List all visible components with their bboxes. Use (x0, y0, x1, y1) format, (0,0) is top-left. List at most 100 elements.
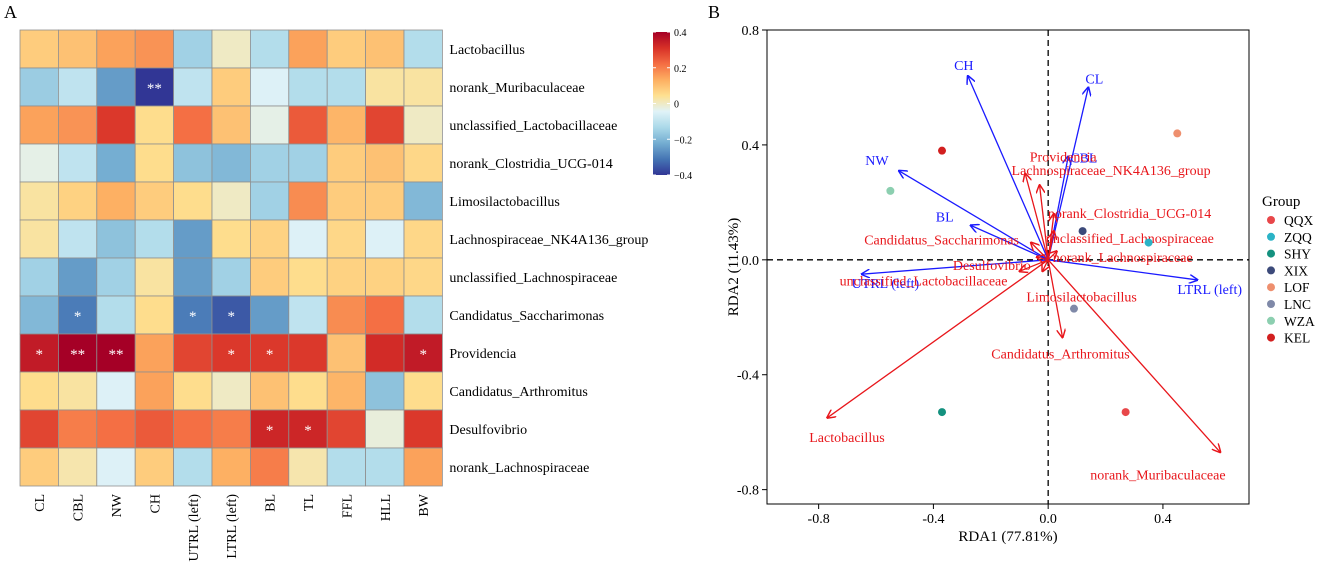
species-arrow-lactobacillus (827, 259, 1049, 418)
heatmap-cell-candidatus-arthromitus-ch (134, 371, 174, 411)
row-label-norank-lachnospiraceae: norank_Lachnospiraceae (449, 461, 589, 476)
env-arrow-utrl-left (862, 259, 1049, 274)
heatmap-cell-candidatus-saccharimonas-cbl (58, 295, 98, 335)
species-label-norank-lachnospiraceae: norank_Lachnospiraceae (1053, 251, 1193, 266)
zero-reference-lines (767, 30, 1249, 504)
heatmap-cell-norank-clostridia-ucg-014-nw (96, 143, 136, 183)
heatmap-cell-candidatus-saccharimonas-hll (365, 295, 405, 335)
legend-key-lof (1267, 283, 1275, 292)
species-label-lactobacillus: Lactobacillus (809, 431, 884, 446)
species-label-desulfovibrio: Desulfovibrio (953, 259, 1031, 274)
env-label-utrl-left: UTRL (left) (852, 277, 920, 292)
y-tick-label: 0.4 (742, 139, 760, 154)
heatmap-cell-desulfovibrio-bw (403, 409, 443, 449)
heatmap-cell-desulfovibrio-ch (134, 409, 174, 449)
group-point-qqx (1121, 408, 1130, 417)
heatmap-cell-unclassified-lachnospiraceae-cl (19, 257, 59, 297)
heatmap-cell-candidatus-saccharimonas-utrl-left (173, 295, 213, 335)
heatmap-cell-norank-clostridia-ucg-014-ch (134, 143, 174, 183)
heatmap: *** * ** ** ** * * ** * Lactobacillusnorank_Muri… (19, 29, 648, 562)
significance-mark: * (189, 309, 197, 325)
color-scale-bar: 0.4 0.2 0 −0.2 −0.4 (653, 28, 692, 182)
heatmap-cell-desulfovibrio-nw (96, 409, 136, 449)
species-arrow-desulfovibrio (1037, 257, 1049, 260)
heatmap-cell-providencia-cbl (58, 333, 98, 373)
panel-label-b: B (708, 2, 720, 22)
heatmap-cell-limosilactobacillus-cbl (58, 181, 98, 221)
y-tick-label: -0.4 (737, 369, 759, 384)
row-label-lachnospiraceae-nk4a136-group: Lachnospiraceae_NK4A136_group (449, 233, 648, 248)
heatmap-cell-norank-lachnospiraceae-utrl-left (173, 447, 213, 487)
heatmap-cell-norank-lachnospiraceae-tl (288, 447, 328, 487)
species-arrows: ProvidenciaLachnospiraceae_NK4A136_group… (809, 151, 1225, 484)
heatmap-cell-limosilactobacillus-cl (19, 181, 59, 221)
color-scale-tick-label: −0.2 (674, 135, 692, 146)
heatmap-cell-candidatus-saccharimonas-ffl (326, 295, 367, 335)
heatmap-cell-norank-lachnospiraceae-ltrl-left (211, 447, 251, 487)
heatmap-cell-lachnospiraceae-nk4a136-group-tl (288, 219, 328, 259)
heatmap-cell-candidatus-saccharimonas-bl (249, 295, 290, 335)
color-scale-tick-label: 0 (674, 100, 679, 111)
legend-label-lnc: LNC (1284, 297, 1311, 312)
heatmap-cell-norank-clostridia-ucg-014-ltrl-left (211, 143, 251, 183)
y-axis-label: RDA2 (11.43%) (726, 218, 742, 317)
significance-mark: ** (70, 347, 85, 363)
heatmap-cell-norank-clostridia-ucg-014-cbl (58, 143, 98, 183)
heatmap-cell-unclassified-lachnospiraceae-utrl-left (173, 257, 213, 297)
group-point-xix (1078, 227, 1087, 236)
heatmap-cell-providencia-ch (134, 333, 174, 373)
heatmap-cell-unclassified-lactobacillaceae-nw (96, 105, 136, 145)
heatmap-cell-limosilactobacillus-utrl-left (173, 181, 213, 221)
heatmap-cell-norank-clostridia-ucg-014-utrl-left (173, 143, 213, 183)
significance-mark: ** (147, 81, 162, 97)
heatmap-cell-norank-clostridia-ucg-014-ffl (326, 143, 367, 183)
x-tick-label: -0.4 (922, 512, 944, 527)
legend-label-zqq: ZQQ (1284, 230, 1312, 245)
row-label-providencia: Providencia (449, 347, 517, 362)
legend-label-wza: WZA (1284, 314, 1315, 329)
heatmap-cell-limosilactobacillus-ffl (326, 181, 367, 221)
species-label-candidatus-arthromitus: Candidatus_Arthromitus (991, 347, 1129, 362)
column-label-ffl: FFL (340, 494, 355, 518)
heatmap-cell-lactobacillus-ch (134, 29, 174, 69)
species-label-unclassified-lactobacillaceae: unclassified_Lactobacillaceae (840, 274, 1008, 289)
significance-mark: * (266, 347, 274, 363)
species-label-lachnospiraceae-nk4a136-group: Lachnospiraceae_NK4A136_group (1012, 164, 1211, 179)
color-scale-gradient (653, 32, 670, 175)
heatmap-cell-norank-muribaculaceae-ltrl-left (211, 67, 251, 107)
group-point-zqq (1144, 238, 1153, 247)
column-label-ltrl-left: LTRL (left) (225, 494, 240, 559)
heatmap-cell-norank-lachnospiraceae-hll (365, 447, 405, 487)
y-tick-label: 0.8 (742, 24, 760, 39)
heatmap-cell-candidatus-arthromitus-cbl (58, 371, 98, 411)
heatmap-cell-lactobacillus-nw (96, 29, 136, 69)
heatmap-cell-candidatus-saccharimonas-nw (96, 295, 136, 335)
heatmap-cell-candidatus-saccharimonas-tl (288, 295, 328, 335)
heatmap-cells (19, 29, 443, 487)
heatmap-cell-unclassified-lachnospiraceae-ffl (326, 257, 367, 297)
heatmap-cell-lactobacillus-ffl (326, 29, 367, 69)
group-point-wza (886, 186, 895, 195)
legend-key-lnc (1267, 300, 1275, 308)
heatmap-cell-lachnospiraceae-nk4a136-group-cbl (58, 219, 98, 259)
x-tick-label: 0.4 (1154, 512, 1172, 527)
heatmap-cell-norank-lachnospiraceae-cbl (58, 447, 98, 487)
significance-mark: * (227, 347, 235, 363)
heatmap-cell-candidatus-arthromitus-cl (19, 371, 59, 411)
heatmap-cell-lactobacillus-bl (249, 29, 290, 69)
group-points (886, 129, 1182, 417)
species-arrow-candidatus-arthromitus (1047, 259, 1062, 338)
heatmap-cell-unclassified-lachnospiraceae-cbl (58, 257, 98, 297)
color-scale-tick-label: −0.4 (674, 171, 692, 182)
heatmap-cell-norank-clostridia-ucg-014-hll (365, 143, 405, 183)
heatmap-cell-limosilactobacillus-ltrl-left (211, 181, 251, 221)
significance-mark: * (304, 423, 312, 439)
species-label-providencia: Providencia (1030, 151, 1098, 166)
x-axis-label: RDA1 (77.81%) (958, 529, 1057, 545)
environment-arrows: CH CL CBL NW BL UTRL (left) LTRL (left) (852, 59, 1243, 298)
species-arrow-limosilactobacillus (1042, 259, 1048, 271)
env-arrow-ch (968, 76, 1049, 261)
heatmap-cell-norank-muribaculaceae-utrl-left (173, 67, 213, 107)
y-tick-label: -0.8 (737, 484, 759, 499)
